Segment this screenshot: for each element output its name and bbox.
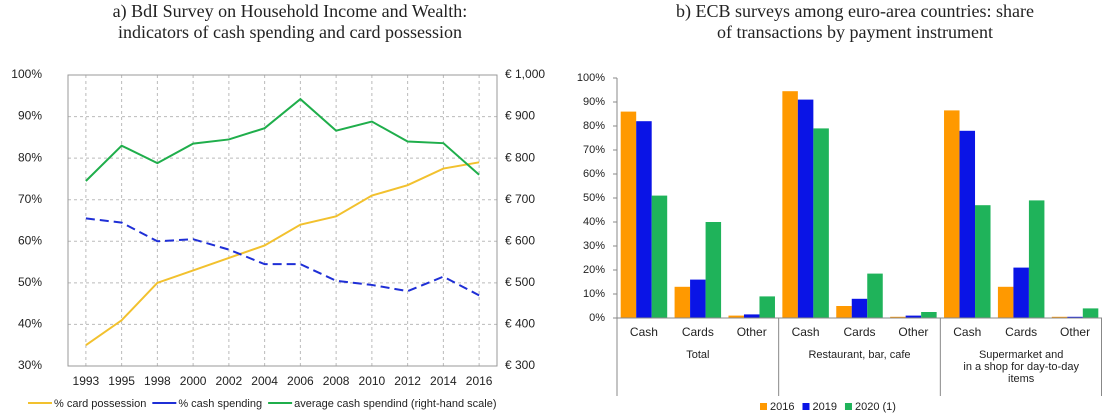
bar: [905, 315, 922, 318]
y-tick-label: 90%: [583, 96, 605, 108]
y-tick-label: 10%: [583, 288, 605, 300]
legend-label: % card possession: [54, 398, 146, 410]
legend-label: average cash spendind (right-hand scale): [294, 398, 496, 410]
y-tick-label: 100%: [577, 72, 605, 84]
x-tick-label: 1998: [144, 374, 171, 388]
y2-tick-label: € 400: [505, 317, 535, 331]
x-tick-label: 2004: [251, 374, 278, 388]
legend-label: % cash spending: [178, 398, 262, 410]
bar: [959, 130, 976, 318]
legend-label: 2019: [812, 401, 836, 413]
y-tick-label: 40%: [583, 216, 605, 228]
x-tick-label: 1993: [73, 374, 100, 388]
bar: [813, 128, 829, 318]
bar: [890, 316, 906, 318]
x-tick-label: 1995: [108, 374, 135, 388]
y-tick-label: 100%: [11, 67, 42, 81]
series-line: [85, 97, 480, 182]
bar: [1051, 316, 1068, 318]
y-tick-label: 60%: [583, 168, 605, 180]
bar: [690, 279, 706, 318]
x-tick-label: Other: [898, 325, 928, 339]
x-tick-label: Cash: [792, 325, 820, 339]
bar: [944, 110, 960, 319]
group-label: Supermarket and: [979, 349, 1063, 361]
series-line: [85, 161, 480, 347]
group-label: Restaurant, bar, cafe: [808, 349, 910, 361]
x-tick-label: 2006: [287, 374, 314, 388]
x-tick-label: 2012: [394, 374, 421, 388]
bar: [782, 91, 798, 318]
bar: [674, 286, 691, 318]
x-tick-label: Cards: [1005, 325, 1037, 339]
x-tick-label: 2000: [180, 374, 207, 388]
bar: [1067, 316, 1083, 318]
x-tick-label: 2016: [466, 374, 493, 388]
legend-label: 2020 (1): [855, 401, 896, 413]
y2-tick-label: € 300: [505, 358, 535, 372]
y-tick-label: 0%: [589, 312, 605, 324]
group-label: Total: [686, 349, 709, 361]
bar: [1013, 267, 1029, 318]
x-tick-label: Cards: [682, 325, 714, 339]
x-tick-label: Other: [737, 325, 767, 339]
x-tick-label: 2014: [430, 374, 457, 388]
y-tick-label: 80%: [583, 120, 605, 132]
chart-title: a) BdI Survey on Household Income and We…: [113, 1, 468, 22]
group-label: in a shop for day-to-day: [963, 361, 1079, 373]
x-tick-label: Other: [1060, 325, 1090, 339]
bar: [997, 286, 1014, 318]
y-tick-label: 30%: [583, 240, 605, 252]
legend-swatch: [844, 403, 852, 410]
y2-tick-label: € 1,000: [505, 67, 545, 81]
chart-title: of transactions by payment instrument: [717, 22, 993, 42]
y2-tick-label: € 600: [505, 233, 535, 247]
y2-tick-label: € 800: [505, 150, 535, 164]
legend-label: 2016: [770, 401, 794, 413]
bar: [728, 315, 744, 318]
y-tick-label: 70%: [583, 144, 605, 156]
x-tick-label: Cash: [953, 325, 981, 339]
y-tick-label: 70%: [18, 192, 42, 206]
y2-tick-label: € 700: [505, 192, 535, 206]
x-tick-label: 2010: [359, 374, 386, 388]
bar: [851, 298, 868, 318]
y-tick-label: 80%: [18, 150, 42, 164]
bar: [759, 296, 775, 318]
x-tick-label: Cash: [630, 325, 658, 339]
bar: [836, 306, 852, 318]
bar: [797, 99, 814, 318]
bar: [1028, 200, 1045, 318]
y-tick-label: 90%: [18, 109, 42, 123]
y2-tick-label: € 500: [505, 275, 535, 289]
y-tick-label: 50%: [18, 275, 42, 289]
bar: [975, 205, 991, 318]
x-tick-label: Cards: [843, 325, 875, 339]
y-tick-label: 30%: [18, 358, 42, 372]
bar: [921, 312, 937, 318]
bar: [867, 273, 883, 318]
bar: [1082, 308, 1099, 318]
x-tick-label: 2008: [323, 374, 350, 388]
y-tick-label: 60%: [18, 233, 42, 247]
bar: [620, 111, 637, 318]
bar: [651, 195, 668, 318]
series-line: [85, 217, 480, 297]
y2-tick-label: € 900: [505, 109, 535, 123]
group-label: items: [1008, 373, 1035, 385]
x-tick-label: 2002: [216, 374, 243, 388]
legend-swatch: [802, 403, 810, 410]
y-tick-label: 40%: [18, 317, 42, 331]
chart-title: indicators of cash spending and card pos…: [118, 22, 462, 42]
bar: [636, 121, 652, 318]
chart-title: b) ECB surveys among euro-area countries…: [676, 1, 1034, 22]
bar: [743, 314, 760, 318]
y-tick-label: 50%: [583, 192, 605, 204]
y-tick-label: 20%: [583, 264, 605, 276]
legend-swatch: [760, 403, 767, 410]
bar: [705, 222, 722, 318]
plot-frame: [67, 74, 498, 367]
